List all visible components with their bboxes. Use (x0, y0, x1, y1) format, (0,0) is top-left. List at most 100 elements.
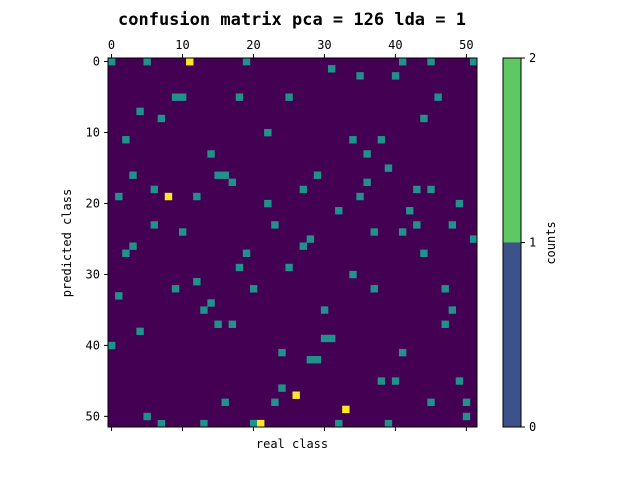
heatmap-cell (427, 185, 435, 194)
heatmap-cell (108, 341, 116, 350)
heatmap-cell (363, 178, 371, 187)
heatmap-cell (207, 299, 215, 307)
heatmap-cell (235, 263, 244, 272)
heatmap-background-zero (108, 58, 477, 427)
y-tick-label: 40 (86, 338, 100, 352)
x-axis-bottom-ticks (111, 427, 467, 431)
heatmap-cell (327, 334, 336, 343)
heatmap-cell (207, 150, 215, 158)
heatmap-cell (462, 398, 471, 407)
heatmap-cell (178, 228, 187, 236)
heatmap-cell (221, 398, 229, 407)
x-tick-label: 10 (175, 38, 189, 52)
y-tick-label: 10 (86, 126, 100, 140)
heatmap-cell (278, 384, 286, 392)
heatmap-cell (122, 249, 130, 257)
colorbar-bin (503, 58, 521, 243)
heatmap-cell (108, 58, 116, 66)
heatmap-cell (455, 199, 464, 208)
heatmap-cell (441, 320, 449, 328)
heatmap-cell (377, 136, 386, 144)
heatmap-cell (143, 412, 151, 421)
heatmap-cell (249, 285, 258, 293)
heatmap-cell (157, 419, 166, 428)
heatmap-cell (313, 171, 322, 179)
heatmap-cell (462, 412, 471, 421)
heatmap-cells (108, 58, 478, 428)
heatmap-cell (271, 221, 279, 229)
plot-frame (107, 57, 478, 428)
heatmap-cell (115, 292, 123, 300)
heatmap-cell (420, 249, 428, 257)
colorbar-tick-label: 0 (529, 420, 536, 434)
heatmap-cell (413, 185, 421, 194)
heatmap-cell (398, 58, 407, 66)
heatmap-cell (178, 93, 187, 101)
heatmap-cell (306, 235, 315, 243)
heatmap-cell (143, 58, 151, 66)
heatmap-cell (264, 128, 272, 137)
heatmap-cell (285, 263, 293, 272)
heatmap-cell (249, 419, 258, 428)
chart-title: confusion matrix pca = 126 lda = 1 (118, 10, 466, 30)
heatmap-cell (377, 377, 386, 385)
heatmap-cell (228, 178, 237, 187)
heatmap-cell (413, 221, 421, 229)
heatmap-cell (342, 405, 350, 414)
y-tick-label: 50 (86, 409, 100, 423)
colorbar-tick-label: 2 (529, 51, 536, 65)
heatmap-cell (171, 285, 180, 293)
heatmap-cell (320, 334, 329, 343)
heatmap-cell (398, 348, 407, 357)
x-tick-label: 0 (108, 38, 115, 52)
heatmap-cell (356, 192, 364, 201)
heatmap-cell (335, 419, 343, 428)
heatmap-cell (469, 235, 478, 243)
colorbar-tick-label: 1 (529, 236, 536, 250)
heatmap-cell (221, 171, 229, 179)
heatmap-cell (129, 242, 137, 250)
x-axis-label: real class (256, 437, 328, 451)
colorbar: 0 1 2 (502, 51, 536, 434)
heatmap-cell (193, 277, 201, 286)
heatmap-cell (264, 199, 272, 208)
heatmap-cell (242, 249, 251, 257)
heatmap-cell (164, 192, 173, 201)
heatmap-cell (271, 398, 279, 407)
heatmap-cell (214, 320, 222, 328)
y-axis-label: predicted class (60, 189, 74, 297)
heatmap-cell (420, 114, 428, 123)
heatmap-cell (384, 164, 393, 172)
heatmap-cell (398, 228, 407, 236)
x-tick-label: 30 (317, 38, 331, 52)
heatmap-cell (469, 58, 478, 66)
heatmap-cell (150, 221, 158, 229)
heatmap-cell (455, 377, 464, 385)
heatmap-cell (441, 285, 449, 293)
heatmap-cell (193, 192, 201, 201)
x-tick-label: 20 (246, 38, 260, 52)
heatmap-cell (427, 58, 435, 66)
heatmap-cell (129, 171, 137, 179)
heatmap-cell (448, 306, 457, 314)
y-tick-label: 20 (86, 196, 100, 210)
colorbar-bin (503, 242, 521, 427)
heatmap-cell (363, 150, 371, 158)
x-axis-ticks: 0 10 20 30 40 50 (108, 38, 474, 58)
heatmap-cell (278, 348, 286, 357)
heatmap-cell (150, 185, 158, 194)
heatmap-cell (186, 58, 194, 66)
y-tick-label: 30 (86, 267, 100, 281)
heatmap-cell (257, 419, 265, 428)
heatmap-cell (200, 419, 208, 428)
heatmap-cell (122, 136, 130, 144)
heatmap-cell (448, 221, 457, 229)
heatmap-cell (136, 107, 144, 116)
heatmap-cell (391, 72, 400, 80)
heatmap-cell (370, 285, 378, 293)
heatmap-cell (299, 185, 307, 194)
heatmap-cell (356, 72, 364, 80)
heatmap-cell (228, 320, 237, 328)
x-tick-label: 40 (388, 38, 402, 52)
heatmap-cell (391, 377, 400, 385)
